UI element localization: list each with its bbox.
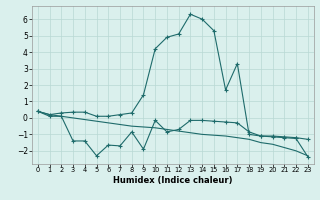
X-axis label: Humidex (Indice chaleur): Humidex (Indice chaleur) [113, 176, 233, 185]
